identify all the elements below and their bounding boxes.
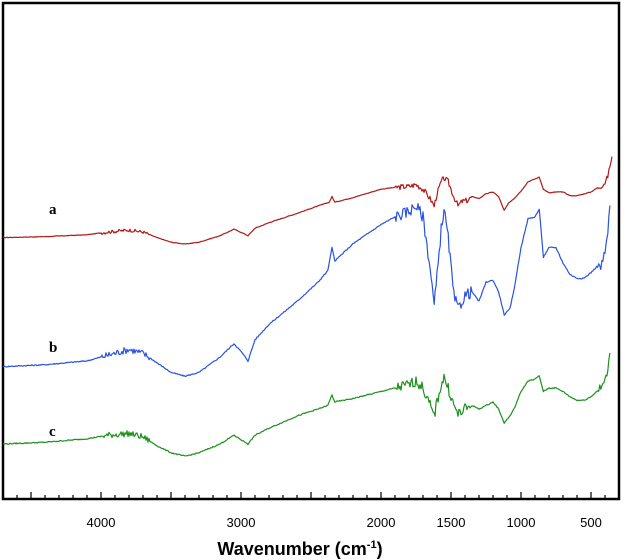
x-tick-label: 2000 xyxy=(367,515,396,530)
x-tick-label: 3000 xyxy=(227,515,256,530)
x-tick-label: 1000 xyxy=(507,515,536,530)
x-axis-title: Wavenumber (cm-1) xyxy=(217,539,382,559)
series-label-c: c xyxy=(49,424,56,440)
plot-frame xyxy=(3,3,619,499)
x-tick-label: 500 xyxy=(580,515,602,530)
x-tick-label: 4000 xyxy=(87,515,116,530)
series-label-a: a xyxy=(49,202,57,218)
x-tick-label: 1500 xyxy=(437,515,466,530)
series-label-b: b xyxy=(49,340,57,356)
